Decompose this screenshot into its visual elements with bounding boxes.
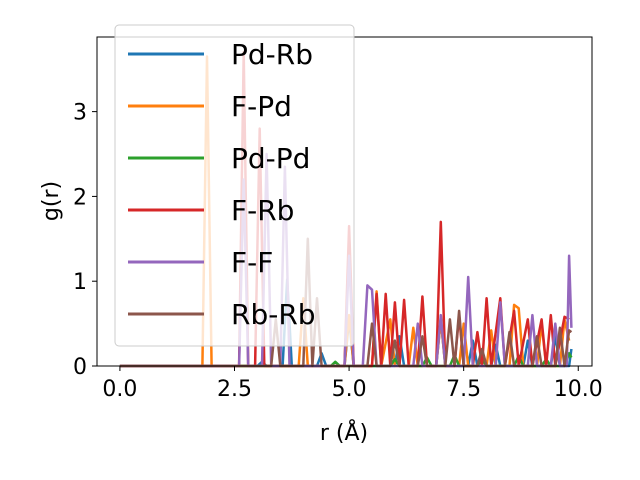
legend-label-f-pd: F-Pd [231, 90, 292, 123]
x-tick-label: 5.0 [332, 377, 367, 402]
x-tick-label: 0.0 [102, 377, 137, 402]
x-tick-label: 10.0 [554, 377, 603, 402]
legend-label-f-f: F-F [231, 246, 273, 279]
x-axis: 0.0 2.5 5.0 7.5 10.0 [102, 366, 603, 402]
legend-label-f-rb: F-Rb [231, 194, 294, 227]
y-tick-label: 3 [73, 101, 87, 126]
legend-label-pd-pd: Pd-Pd [231, 142, 310, 175]
y-axis-label: g(r) [39, 181, 64, 221]
y-axis: 0 1 2 3 [73, 101, 97, 380]
y-tick-label: 2 [73, 185, 87, 210]
y-tick-label: 0 [73, 355, 87, 380]
x-tick-label: 7.5 [446, 377, 481, 402]
x-tick-label: 2.5 [217, 377, 252, 402]
legend-label-pd-rb: Pd-Rb [231, 38, 313, 71]
legend: Pd-Rb F-Pd Pd-Pd F-Rb F-F Rb-Rb [114, 24, 355, 347]
legend-label-rb-rb: Rb-Rb [231, 298, 316, 331]
x-axis-label: r (Å) [320, 419, 368, 446]
y-tick-label: 1 [73, 270, 87, 295]
